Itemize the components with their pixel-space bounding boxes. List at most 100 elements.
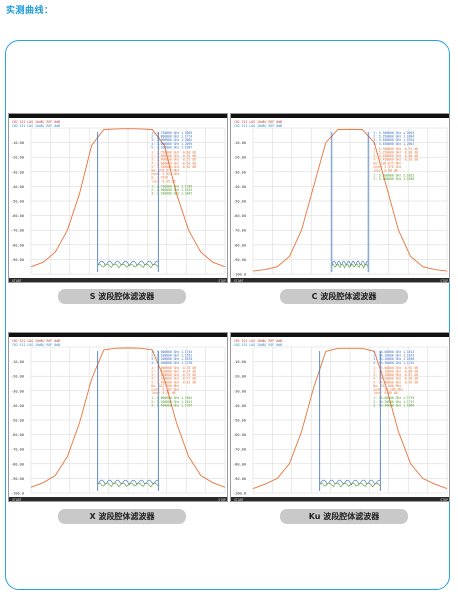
marker-readout: Bw: 378.377 MHz xyxy=(151,169,179,173)
y-tick-label: -80.00 xyxy=(11,462,24,466)
footer-label: START xyxy=(12,279,22,283)
y-tick-label: -30.00 xyxy=(11,170,24,174)
marker-readout: 1: 2.750000 GHz -0.60 dB xyxy=(151,151,196,155)
y-tick-label: -20.00 xyxy=(11,375,24,379)
marker-readout: 3: 14.20000 GHz -0.87 dB xyxy=(373,373,418,377)
marker-readout: 2: 2.900000 GHz 1.1833 xyxy=(151,188,192,192)
s11-ripple xyxy=(97,260,159,267)
marker-readout: loss: 0.89 dB xyxy=(373,391,397,395)
footer-label: START xyxy=(234,498,244,502)
footer-bar xyxy=(9,278,227,282)
panel-caption: S 波段腔体滤波器 xyxy=(58,289,186,304)
marker-readout: Bw: 196.875 MHz xyxy=(373,161,401,165)
y-tick-label: -70.00 xyxy=(233,229,246,233)
panel-caption: X 波段腔体滤波器 xyxy=(58,509,186,524)
footer-label: STOP xyxy=(440,279,448,283)
footer-label: START xyxy=(12,498,22,502)
s11-ripple xyxy=(97,479,159,486)
footer-label: STOP xyxy=(440,498,448,502)
panel-c-band: CH1 S21 LOG 10dB/ REF 0dB CH2 S11 LOG 10d… xyxy=(230,113,450,304)
s22-ripple xyxy=(331,263,369,269)
y-tick-label: -80.00 xyxy=(233,462,246,466)
y-tick-label: -90.00 xyxy=(11,258,24,262)
status-line: CH2 S11 LOG 10dB/ REF 0dB xyxy=(12,343,60,347)
marker-readout: 4: 3.000000 GHz 1.2095 xyxy=(151,142,192,146)
header-bar xyxy=(9,114,227,118)
status-line: CH2 S11 LOG 10dB/ REF 0dB xyxy=(234,124,282,128)
y-tick-label: -40.00 xyxy=(11,404,24,408)
y-tick-label: -70.00 xyxy=(11,448,24,452)
y-tick-label: -100.0 xyxy=(233,492,246,496)
header-bar xyxy=(9,333,227,337)
content-frame xyxy=(5,40,450,590)
marker-readout: 1: 9.000000 GHz -0.78 dB xyxy=(151,366,196,370)
marker-readout: 2: 9.200000 GHz 1.1624 xyxy=(151,400,192,404)
y-tick-label: -10.00 xyxy=(11,141,24,145)
panel-caption: C 波段腔体滤波器 xyxy=(280,289,408,304)
marker-readout: 3: 3.100000 GHz 1.2042 xyxy=(151,192,192,196)
marker-readout: 5: 3.100000 GHz -0.62 dB xyxy=(151,165,196,169)
marker-readout: Bw: 422.500 MHz xyxy=(151,384,179,388)
status-line: CH1 S21 LOG 10dB/ REF 0dB xyxy=(12,339,60,343)
marker-readout: cent: 5.378 GHz xyxy=(373,165,401,169)
marker-readout: 3: 9.200000 GHz -0.73 dB xyxy=(151,373,196,377)
marker-readout: 3: 5.400000 GHz 1.1943 xyxy=(373,138,414,142)
marker-readout: 3: 2.900000 GHz 1.2082 xyxy=(151,138,192,142)
y-tick-label: -80.00 xyxy=(11,243,24,247)
analyzer-screenshot: CH1 S21 LOG 10dB/ REF 0dB CH2 S11 LOG 10d… xyxy=(8,113,228,283)
marker-readout: 5: 9.400000 GHz -0.81 dB xyxy=(151,380,196,384)
y-tick-label: -60.00 xyxy=(11,433,24,437)
page-heading: 实测曲线： xyxy=(6,6,54,16)
marker-readout: 1: 2.750000 GHz 1.2065 xyxy=(151,131,192,135)
marker-readout: 1: 14.00000 GHz -0.92 dB xyxy=(373,366,418,370)
marker-readout: 4: 9.300000 GHz 1.1720 xyxy=(151,361,192,365)
y-tick-label: -60.00 xyxy=(233,214,246,218)
s21-trace xyxy=(252,128,448,272)
y-tick-label: -10.00 xyxy=(11,360,24,364)
y-tick-label: -30.00 xyxy=(233,389,246,393)
y-tick-label: -100.0 xyxy=(11,492,24,496)
status-line: CH1 S21 LOG 10dB/ REF 0dB xyxy=(12,120,60,124)
y-tick-label: -80.00 xyxy=(233,243,246,247)
marker-readout: 2: 2.800000 GHz -0.55 dB xyxy=(151,154,196,158)
marker-readout: 1: 9.000000 GHz 1.1602 xyxy=(151,396,192,400)
marker-readout: 3: 14.40000 GHz 1.1866 xyxy=(373,403,414,407)
marker-readout: 1: 2.750000 GHz 1.1785 xyxy=(151,184,192,188)
footer-label: STOP xyxy=(218,279,226,283)
s21-trace xyxy=(252,347,448,490)
y-tick-label: -50.00 xyxy=(11,419,24,423)
marker-readout: 4: 3.000000 GHz -0.54 dB xyxy=(151,161,196,165)
s21-trace xyxy=(30,128,226,268)
marker-readout: 4: 14.30000 GHz -0.90 dB xyxy=(373,377,418,381)
marker-readout: 1: 14.00000 GHz 1.1813 xyxy=(373,350,414,354)
marker-readout: loss: 0.88 dB xyxy=(373,169,397,173)
analyzer-screenshot: CH1 S21 LOG 10dB/ REF 0dB CH2 S11 LOG 10d… xyxy=(230,113,450,283)
panel-ku-band: CH1 S21 LOG 10dB/ REF 0dB CH2 S11 LOG 10d… xyxy=(230,332,450,524)
y-tick-label: -20.00 xyxy=(233,156,246,160)
footer-label: STOP xyxy=(218,498,226,502)
y-tick-label: -20.00 xyxy=(11,156,24,160)
marker-readout: 1: 5.300000 GHz -0.91 dB xyxy=(373,147,418,151)
s21-trace xyxy=(30,347,226,488)
marker-readout: cent: 9.187 GHz xyxy=(151,388,179,392)
marker-readout: 2: 14.20000 GHz 1.1712 xyxy=(373,400,414,404)
header-bar xyxy=(231,333,449,337)
marker-readout: Q: 7.7329 xyxy=(151,176,168,180)
marker-readout: loss: 0.75 dB xyxy=(151,391,175,395)
marker-readout: 1: 9.000000 GHz 1.1754 xyxy=(151,350,192,354)
y-tick-label: -70.00 xyxy=(233,448,246,452)
y-tick-label: -50.00 xyxy=(233,419,246,423)
marker-readout: 5: 3.100000 GHz 1.1987 xyxy=(151,145,192,149)
status-line: CH2 S11 LOG 10dB/ REF 0dB xyxy=(12,124,60,128)
y-tick-label: -40.00 xyxy=(11,185,24,189)
y-tick-label: -50.00 xyxy=(11,200,24,204)
status-line: CH2 S11 LOG 10dB/ REF 0dB xyxy=(234,343,282,347)
s11-ripple xyxy=(331,260,369,267)
marker-readout: 4: 5.450000 GHz 1.2001 xyxy=(373,142,414,146)
status-line: CH1 S21 LOG 10dB/ REF 0dB xyxy=(234,339,282,343)
marker-readout: 1: 14.00000 GHz 1.1795 xyxy=(373,396,414,400)
y-tick-label: -10.00 xyxy=(233,360,246,364)
